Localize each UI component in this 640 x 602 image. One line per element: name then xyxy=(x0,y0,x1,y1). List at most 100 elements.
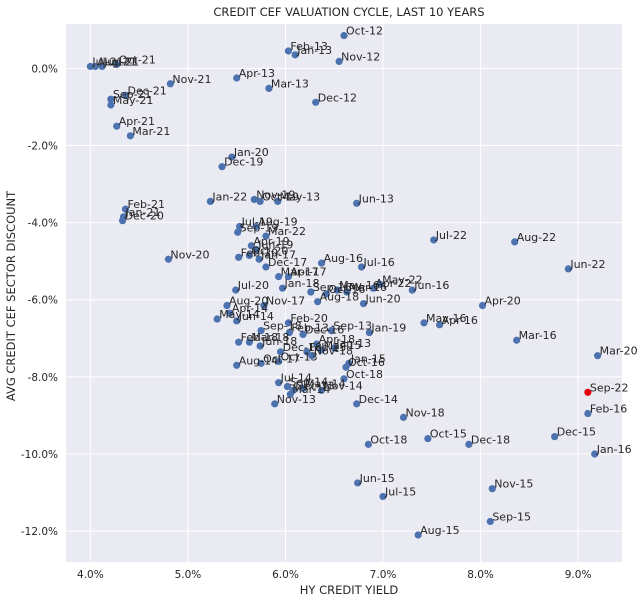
point-label: Dec-18 xyxy=(471,433,510,446)
point-label: Oct-13 xyxy=(281,350,318,363)
point-label: Jan-22 xyxy=(211,190,247,203)
point-label: Jun-20 xyxy=(365,293,401,306)
point-label: Mar-18 xyxy=(251,331,289,344)
data-point xyxy=(166,80,174,88)
y-tick-labels: 0.0% -2.0% -4.0% -6.0% -8.0% -10.0% -12.0% xyxy=(21,63,58,538)
point-label: Nov-14 xyxy=(324,379,363,392)
data-point xyxy=(591,450,599,458)
point-label: Oct-21 xyxy=(119,53,156,66)
data-point xyxy=(283,382,292,391)
data-point xyxy=(121,205,130,213)
data-point xyxy=(252,246,260,254)
data-point xyxy=(303,348,311,356)
highlight-point xyxy=(584,388,592,396)
data-point xyxy=(330,344,338,352)
point-label: Jul-21 xyxy=(91,55,123,68)
point-label: Feb-21 xyxy=(128,198,165,211)
data-point xyxy=(275,273,283,281)
data-point xyxy=(284,273,292,281)
point-label: Jan-15 xyxy=(350,352,386,365)
point-label: Mar-14 xyxy=(292,383,330,396)
point-label: Mar-20 xyxy=(600,345,638,358)
point-label: Jun-19 xyxy=(257,239,293,252)
point-label: Apr-20 xyxy=(485,295,521,308)
point-label: Feb-13 xyxy=(291,322,328,335)
point-label: Aug-20 xyxy=(229,295,268,308)
point-label: Feb-20 xyxy=(290,312,327,325)
point-label: Mar-16 xyxy=(349,281,387,294)
data-point xyxy=(353,400,361,408)
point-label: May-16 xyxy=(339,279,380,292)
data-point xyxy=(465,440,473,448)
data-point xyxy=(564,265,572,273)
data-point xyxy=(218,163,226,171)
data-point xyxy=(278,284,287,292)
data-point xyxy=(233,361,241,369)
data-point xyxy=(274,197,282,206)
point-label: Oct-15 xyxy=(430,428,467,441)
point-label: Aug-21 xyxy=(97,55,136,68)
y-tick-label: -6.0% xyxy=(28,295,58,307)
point-label: Oct-16 xyxy=(348,356,385,369)
data-point xyxy=(317,259,326,267)
data-point xyxy=(486,517,494,526)
point-label: Sep-18 xyxy=(263,320,302,333)
data-point xyxy=(257,327,265,335)
point-label: Dec-20 xyxy=(125,210,164,223)
point-label: Aug-18 xyxy=(320,291,359,304)
data-point xyxy=(414,531,422,539)
point-label: Feb-15 xyxy=(309,341,346,354)
data-point xyxy=(232,286,240,294)
data-point xyxy=(594,352,602,360)
chart-title: CREDIT CEF VALUATION CYCLE, LAST 10 YEAR… xyxy=(213,5,484,19)
data-point xyxy=(379,492,387,501)
point-label: Jan-13 xyxy=(296,44,332,57)
data-points xyxy=(86,31,602,539)
data-point xyxy=(340,31,348,40)
data-point xyxy=(257,359,265,367)
point-label: Feb-18 xyxy=(241,331,278,344)
point-label: Apr-16 xyxy=(442,314,478,327)
data-point xyxy=(284,47,292,55)
point-label: Apr-18 xyxy=(319,333,355,346)
data-point xyxy=(478,301,487,310)
point-label: Dec-13 xyxy=(295,379,334,392)
point-label: Jan-19 xyxy=(370,322,406,335)
data-point xyxy=(513,336,521,344)
data-point xyxy=(435,321,444,329)
point-label: Mar-21 xyxy=(132,125,170,138)
data-point xyxy=(369,284,377,292)
point-label: Jun-16 xyxy=(413,279,449,292)
point-label: Nov-18 xyxy=(406,406,445,419)
data-point xyxy=(408,286,416,294)
y-axis-label: AVG CREDIT CEF SECTOR DISCOUNT xyxy=(4,190,18,401)
point-label: May-14 xyxy=(219,308,260,321)
data-point xyxy=(291,51,299,59)
data-point-labels: Oct-12Feb-13Jan-13Nov-12Apr-13Mar-13Dec-… xyxy=(91,25,637,537)
point-label: May-21 xyxy=(113,94,154,107)
point-label: Dec-21 xyxy=(128,84,167,97)
point-label: Jul-19 xyxy=(241,215,273,228)
point-label: Feb-16 xyxy=(590,403,627,416)
data-point xyxy=(286,390,294,398)
data-point xyxy=(252,222,260,231)
point-label: Aug-14 xyxy=(239,354,278,367)
point-label: Jan-18 xyxy=(284,277,320,290)
data-point xyxy=(307,288,315,296)
point-label: Dec-16 xyxy=(305,323,344,336)
x-tick-label: 9.0% xyxy=(565,569,592,581)
point-label: Apr-17 xyxy=(290,266,326,279)
point-label: Nov-19 xyxy=(256,188,295,201)
point-label: May-13 xyxy=(280,190,321,203)
x-tick-label: 7.0% xyxy=(370,569,397,581)
point-label: Mar-13 xyxy=(271,77,309,90)
point-label: Jun-14 xyxy=(238,310,274,323)
data-point xyxy=(113,60,121,69)
y-tick-label: 0.0% xyxy=(31,63,58,75)
y-tick-label: -2.0% xyxy=(28,140,58,152)
x-gridlines xyxy=(89,24,579,562)
data-point xyxy=(299,330,307,339)
x-tick-label: 4.0% xyxy=(77,569,104,581)
